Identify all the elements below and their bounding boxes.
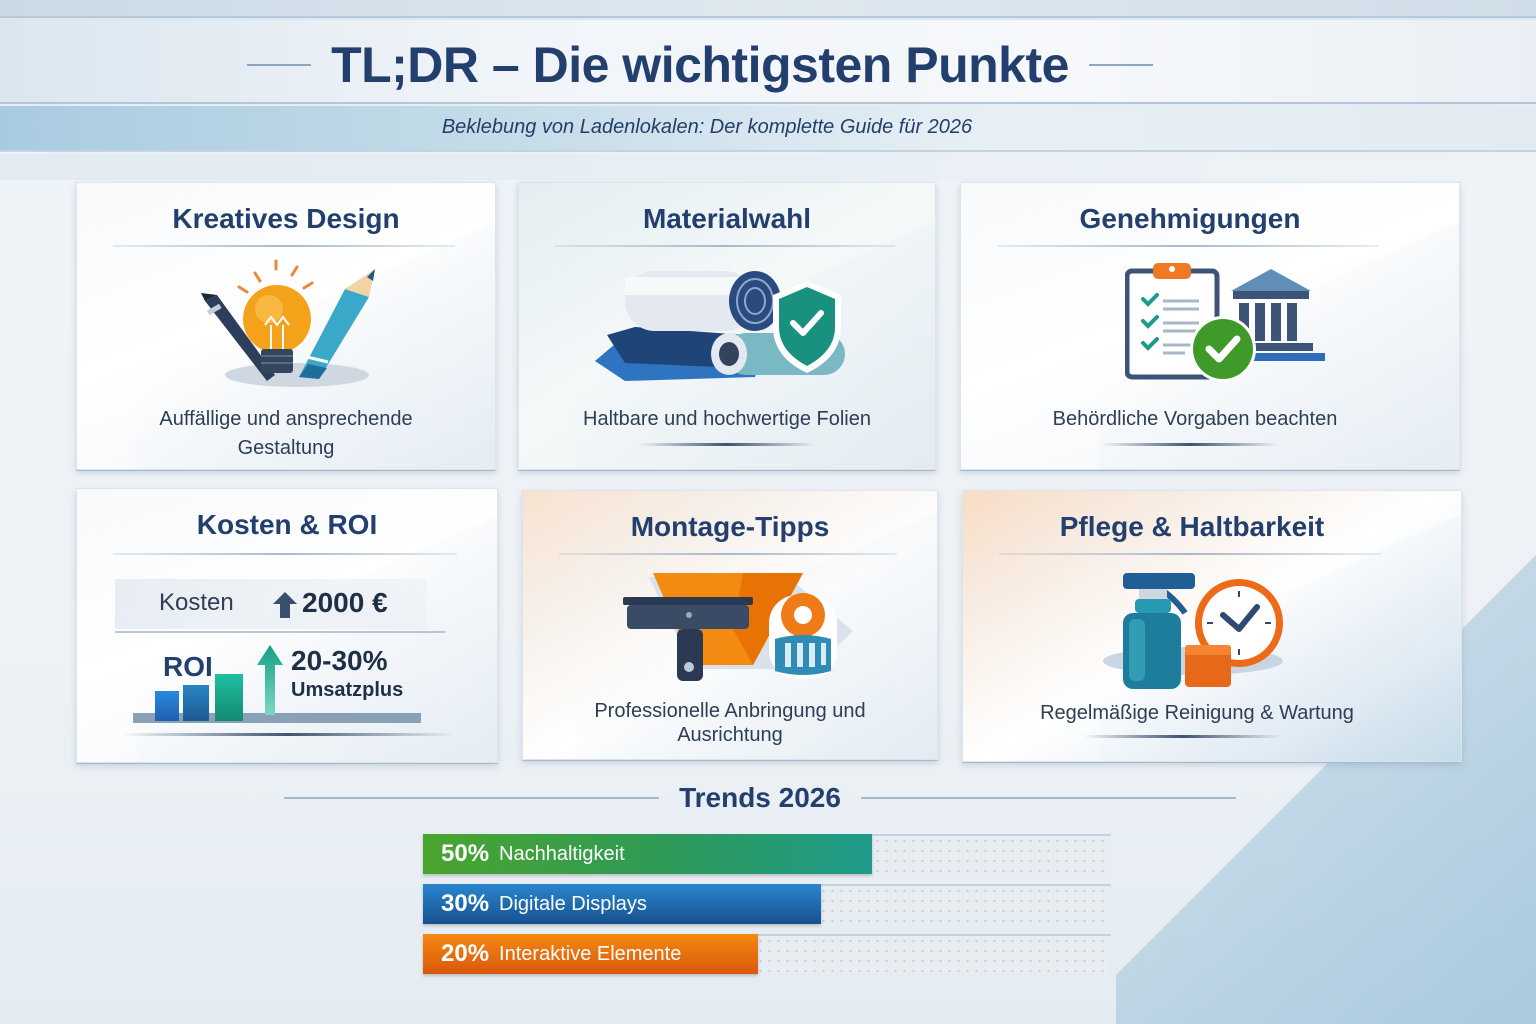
card-desc-underline xyxy=(639,443,815,446)
costs-label: Kosten xyxy=(159,589,234,616)
cost-roi-chart-icon: Kosten 2000 € ROI 20-30% Umsatzplus xyxy=(77,489,497,762)
card-title: Genehmigungen xyxy=(1079,203,1301,234)
card-divider xyxy=(997,245,1379,247)
card-description: Professionelle Anbringung und Ausrichtun… xyxy=(594,700,866,746)
trend-percent: 20% xyxy=(441,940,490,967)
title-rule-right xyxy=(1088,64,1153,66)
card-desc-underline xyxy=(1101,443,1279,446)
card-divider xyxy=(559,553,897,555)
card-title: Kosten & ROI xyxy=(196,509,378,540)
trends-header: Trends 2026 xyxy=(284,782,1236,814)
page-title: TL;DR – Die wichtigsten Punkte xyxy=(331,37,1069,93)
card-description: Haltbare und hochwertige Folien xyxy=(583,408,871,430)
card-kosten-roi: Kosten & ROI Kosten 2000 € ROI 20-30% Um… xyxy=(76,488,498,763)
trend-bar-fill: 50% Nachhaltigkeit xyxy=(423,834,872,874)
trend-bar-fill: 30% Digitale Displays xyxy=(423,884,821,924)
trend-label: Nachhaltigkeit xyxy=(499,842,625,865)
squeegee-tape-icon xyxy=(623,569,873,690)
card-genehmigungen: Genehmigungen xyxy=(960,182,1460,470)
trend-bar-fill: 20% Interaktive Elemente xyxy=(423,934,758,974)
roi-bar-2 xyxy=(183,685,209,721)
film-rolls-shield-icon xyxy=(595,265,875,390)
card-divider xyxy=(113,245,455,247)
trend-row-nachhaltigkeit: 50% Nachhaltigkeit xyxy=(423,834,1111,874)
lightbulb-pencils-icon xyxy=(197,257,397,392)
background-band xyxy=(0,154,1536,180)
trend-percent: 50% xyxy=(441,840,490,867)
trend-percent: 30% xyxy=(441,890,490,917)
roi-chart-baseline xyxy=(133,713,421,723)
card-title: Materialwahl xyxy=(642,203,812,234)
trend-row-interaktive-elemente: 20% Interaktive Elemente xyxy=(423,934,1111,974)
background-band-title xyxy=(0,20,1536,104)
card-divider xyxy=(999,553,1381,555)
roi-bar-1 xyxy=(155,691,179,721)
card-title: Pflege & Haltbarkeit xyxy=(1059,511,1325,542)
background-band-top xyxy=(0,0,1536,18)
trends-title: Trends 2026 xyxy=(679,782,841,813)
costs-row-bg xyxy=(115,579,427,629)
card-materialwahl: Materialwahl Haltbare und hochwertige Fo… xyxy=(518,182,936,470)
card-montage-tipps: Montage-Tipps Professionelle Anbringung … xyxy=(522,490,938,760)
roi-value: 20-30% xyxy=(291,645,388,676)
trends-rule-left xyxy=(284,797,660,799)
roi-underline xyxy=(122,733,454,736)
roi-sublabel: Umsatzplus xyxy=(291,679,404,701)
card-title: Kreatives Design xyxy=(172,203,400,234)
page-subtitle: Beklebung von Ladenlokalen: Der komplett… xyxy=(441,116,973,138)
trend-label: Digitale Displays xyxy=(499,892,647,915)
spray-bottle-clock-icon xyxy=(1081,573,1311,696)
card-description: Auffällige und ansprechende Gestaltung xyxy=(159,408,413,459)
costs-value: 2000 € xyxy=(302,587,388,618)
costs-separator xyxy=(115,631,445,633)
card-description: Behördliche Vorgaben beachten xyxy=(1052,408,1338,430)
card-kreatives-design: Kreatives Design xyxy=(76,182,496,470)
roi-label: ROI xyxy=(163,651,213,682)
trends-rule-right xyxy=(860,797,1236,799)
trend-row-digitale-displays: 30% Digitale Displays xyxy=(423,884,1111,924)
card-pflege-haltbarkeit: Pflege & Haltbarkeit Regelmäßige Reinigu… xyxy=(962,490,1462,762)
title-rule-left xyxy=(247,64,312,66)
card-divider xyxy=(113,553,457,555)
roi-bar-3 xyxy=(215,674,243,721)
arrow-up-icon xyxy=(273,592,297,623)
clipboard-building-check-icon xyxy=(1124,261,1335,390)
background-band-subtitle xyxy=(0,106,1536,152)
roi-arrow-up-icon xyxy=(257,645,283,722)
header: TL;DR – Die wichtigsten Punkte xyxy=(0,36,1400,94)
card-title: Montage-Tipps xyxy=(630,511,830,542)
card-divider xyxy=(555,245,895,247)
card-description: Regelmäßige Reinigung & Wartung xyxy=(1040,702,1354,724)
trend-label: Interaktive Elemente xyxy=(499,942,682,965)
card-desc-underline xyxy=(1083,735,1281,738)
